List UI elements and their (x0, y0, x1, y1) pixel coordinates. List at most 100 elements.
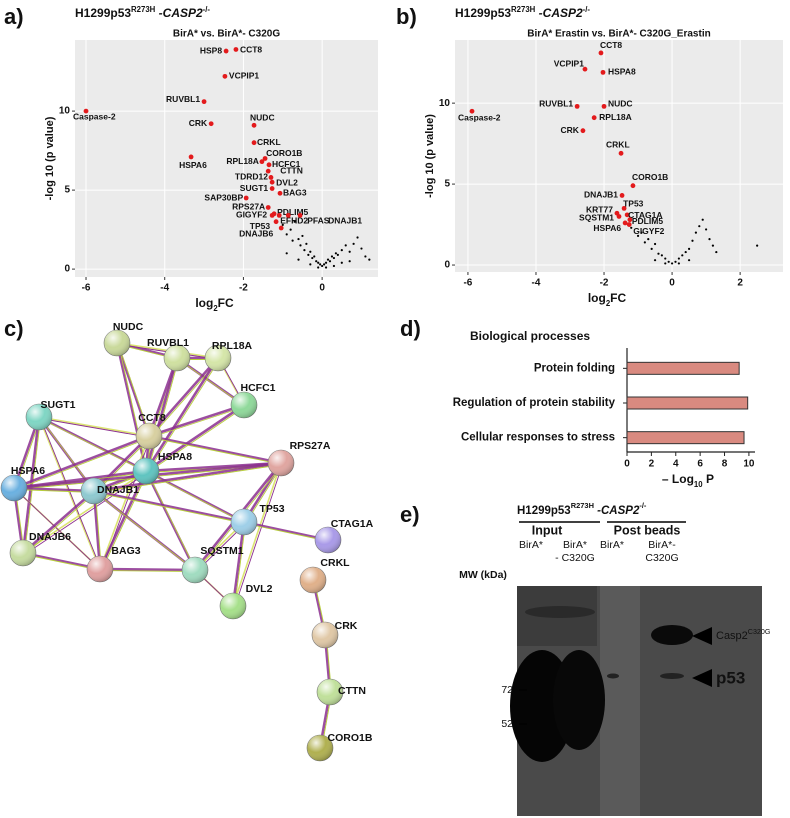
highlighted-point (266, 162, 272, 168)
node-shine (164, 345, 190, 371)
edge-accent (40, 418, 102, 571)
node-shine (1, 475, 27, 501)
point-label: CRKL (606, 140, 630, 150)
x-tick-label: 6 (697, 459, 703, 470)
highlighted-point (626, 222, 632, 227)
background-point (299, 244, 302, 247)
background-point (348, 260, 351, 263)
edge-accent (95, 492, 246, 524)
edge (93, 461, 282, 493)
point-label: EFHD2 (280, 216, 308, 226)
heading-part: H1299p53 (517, 505, 571, 517)
heading-part: -/- (639, 501, 647, 510)
x-tick-label: -2 (239, 283, 248, 294)
edge (98, 470, 148, 570)
point-label: HSP8 (200, 45, 222, 55)
edge (22, 470, 147, 554)
x-tick-label: 0 (669, 278, 675, 289)
background-point (328, 260, 332, 263)
highlighted-point (582, 66, 588, 72)
heading-part: -CASP2 (535, 6, 583, 20)
heading-part: -CASP2 (594, 505, 640, 517)
point-label: CCT8 (240, 45, 262, 55)
y-tick-label: 0 (64, 264, 70, 275)
edge (13, 434, 150, 490)
band-label: p53 (716, 668, 745, 687)
x-axis-label-part: 2 (213, 304, 218, 313)
edge-accent (15, 437, 151, 490)
highlighted-point (591, 115, 597, 121)
point-label: SAP30BP (204, 192, 243, 202)
point-label: SUGT1 (240, 183, 269, 193)
highlighted-point (269, 186, 275, 191)
node-label: CORO1B (328, 732, 373, 744)
background-point (297, 237, 300, 241)
point-label: TDRD12 (235, 172, 268, 182)
background-point (305, 242, 308, 245)
highlighted-point (601, 103, 607, 109)
edge-accent (147, 359, 179, 473)
background-point (694, 231, 697, 234)
x-axis-label: – Log10 P (662, 472, 714, 488)
edge (144, 357, 179, 472)
lane-label: BirA* (563, 539, 587, 551)
node-label: HSPA8 (158, 451, 192, 463)
point-label: CRK (561, 125, 580, 135)
edge-accent (150, 437, 283, 465)
highlighted-point (273, 219, 279, 225)
background-point (368, 258, 371, 261)
heading-part: R273H (511, 5, 536, 14)
node-label: RUVBL1 (147, 337, 189, 349)
category-label: Regulation of protein stability (453, 397, 616, 409)
point-label: VCPIP1 (554, 58, 585, 68)
band-label-part: C320G (748, 628, 771, 636)
point-label: CCT8 (600, 40, 622, 50)
edge (38, 416, 150, 437)
highlighted-point (208, 121, 214, 127)
edge-accent (15, 489, 102, 571)
node-shine (315, 527, 341, 553)
point-label: CORO1B (632, 172, 668, 182)
edge-accent (147, 406, 246, 473)
heading-part: H1299p53 (75, 6, 131, 20)
highlighted-point (262, 156, 268, 161)
node-shine (220, 593, 246, 619)
background-point (360, 247, 363, 250)
edge-accent (95, 492, 197, 572)
background-point (315, 260, 318, 263)
heading-part: R273H (571, 501, 594, 510)
x-tick-label: -2 (600, 278, 609, 289)
band-label-part: Casp2 (716, 630, 748, 642)
node-label: CTAG1A (331, 518, 374, 530)
edge-accent (147, 359, 220, 473)
background-point (344, 244, 347, 247)
point-label: RUVBL1 (166, 94, 200, 104)
node-label: NUDC (113, 321, 144, 333)
x-axis-label-part: P (703, 472, 714, 486)
point-label: HSPA6 (179, 160, 207, 170)
background-point (285, 252, 288, 255)
background-point (317, 266, 320, 269)
node-label: BAG3 (111, 545, 140, 557)
x-tick-label: 4 (673, 459, 679, 470)
point-label: DNAJB1 (584, 190, 618, 200)
x-tick-label: 8 (722, 459, 728, 470)
background-point (309, 263, 312, 266)
highlighted-point (621, 205, 627, 211)
bar (626, 396, 749, 410)
edge (145, 403, 245, 473)
edge (231, 521, 246, 607)
lane-label: BirA* (519, 539, 543, 551)
background-point (681, 254, 684, 257)
plot-background (455, 40, 783, 272)
edge (22, 490, 95, 554)
background-point (630, 226, 633, 229)
edge-accent (234, 464, 283, 608)
point-label: PDLIM5 (277, 207, 308, 217)
node-shine (231, 392, 257, 418)
point-label: DVL2 (276, 177, 298, 187)
highlighted-point (223, 48, 229, 54)
background-point (297, 258, 300, 261)
node-label: HCFC1 (240, 382, 275, 394)
point-label: TP53 (623, 199, 644, 209)
